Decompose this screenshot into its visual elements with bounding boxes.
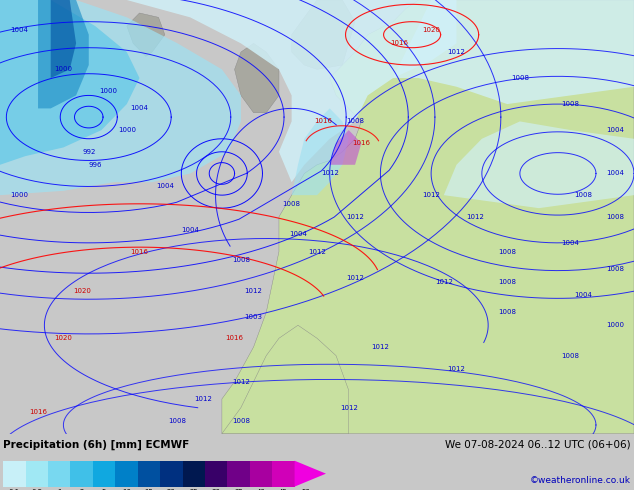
- Text: 15: 15: [145, 489, 153, 490]
- Polygon shape: [222, 325, 349, 434]
- Text: 1008: 1008: [562, 101, 579, 107]
- Text: 1016: 1016: [29, 409, 47, 415]
- Bar: [205, 461, 228, 487]
- Text: 1012: 1012: [435, 279, 453, 285]
- Text: 1012: 1012: [422, 192, 440, 198]
- Text: 992: 992: [82, 149, 96, 155]
- Text: 1008: 1008: [511, 75, 529, 81]
- Polygon shape: [330, 130, 361, 165]
- Text: 1012: 1012: [346, 214, 364, 220]
- Polygon shape: [444, 122, 634, 208]
- Text: 1: 1: [57, 489, 61, 490]
- Text: 1016: 1016: [314, 119, 332, 124]
- Text: 1004: 1004: [131, 105, 148, 111]
- Bar: [183, 461, 205, 487]
- Text: 1008: 1008: [574, 192, 592, 198]
- Text: 1008: 1008: [562, 353, 579, 359]
- Polygon shape: [0, 0, 139, 165]
- Text: 40: 40: [257, 489, 266, 490]
- Text: 1008: 1008: [232, 417, 250, 424]
- Polygon shape: [393, 0, 634, 104]
- Text: 1004: 1004: [562, 240, 579, 246]
- Text: 1012: 1012: [321, 171, 339, 176]
- Text: 1008: 1008: [498, 248, 516, 254]
- Text: 1008: 1008: [169, 417, 186, 424]
- Polygon shape: [292, 0, 355, 70]
- Text: ©weatheronline.co.uk: ©weatheronline.co.uk: [530, 476, 631, 486]
- Bar: [25, 461, 48, 487]
- Bar: [228, 461, 250, 487]
- Text: 1004: 1004: [10, 27, 28, 33]
- Text: 1008: 1008: [346, 119, 364, 124]
- Polygon shape: [38, 0, 89, 108]
- Polygon shape: [222, 0, 634, 434]
- Bar: [272, 461, 295, 487]
- Text: 30: 30: [212, 489, 221, 490]
- Text: 1008: 1008: [232, 257, 250, 263]
- Text: 35: 35: [234, 489, 243, 490]
- Text: 1012: 1012: [245, 288, 262, 294]
- Text: 1004: 1004: [606, 171, 624, 176]
- Text: 1008: 1008: [498, 309, 516, 315]
- Text: 1012: 1012: [308, 248, 326, 254]
- Text: 0.1: 0.1: [9, 489, 20, 490]
- Polygon shape: [292, 108, 349, 195]
- Bar: [160, 461, 183, 487]
- Bar: [93, 461, 115, 487]
- Text: 25: 25: [190, 489, 198, 490]
- Text: 1004: 1004: [574, 292, 592, 298]
- Text: 1016: 1016: [131, 248, 148, 254]
- Text: 1000: 1000: [99, 88, 117, 94]
- Text: 1008: 1008: [606, 214, 624, 220]
- Text: 1020: 1020: [422, 27, 440, 33]
- Text: 1008: 1008: [606, 266, 624, 272]
- Text: We 07-08-2024 06..12 UTC (06+06): We 07-08-2024 06..12 UTC (06+06): [445, 439, 631, 449]
- Text: 1000: 1000: [55, 66, 72, 73]
- Polygon shape: [0, 0, 241, 195]
- Polygon shape: [127, 13, 165, 56]
- Text: 1016: 1016: [391, 40, 408, 47]
- Text: 1016: 1016: [353, 140, 370, 146]
- Text: 1008: 1008: [498, 279, 516, 285]
- Bar: [115, 461, 138, 487]
- Text: 0.5: 0.5: [31, 489, 42, 490]
- Text: 1020: 1020: [74, 288, 91, 294]
- Text: 1004: 1004: [181, 227, 199, 233]
- Bar: [250, 461, 272, 487]
- Text: 50: 50: [301, 489, 310, 490]
- Text: 1012: 1012: [467, 214, 484, 220]
- Text: 1000: 1000: [10, 192, 28, 198]
- Polygon shape: [235, 44, 279, 113]
- Text: 1012: 1012: [448, 366, 465, 371]
- Text: 1004: 1004: [289, 231, 307, 237]
- Text: 1000: 1000: [118, 127, 136, 133]
- Text: 1004: 1004: [606, 127, 624, 133]
- Polygon shape: [51, 0, 76, 78]
- Polygon shape: [295, 461, 326, 487]
- Text: 1004: 1004: [156, 183, 174, 190]
- Text: 1012: 1012: [448, 49, 465, 55]
- Text: 996: 996: [88, 162, 102, 168]
- Text: 1012: 1012: [194, 396, 212, 402]
- Text: 1012: 1012: [232, 379, 250, 385]
- Text: 1012: 1012: [340, 405, 358, 411]
- Bar: [48, 461, 70, 487]
- Bar: [70, 461, 93, 487]
- Text: 2: 2: [79, 489, 84, 490]
- Text: 45: 45: [279, 489, 288, 490]
- Text: 10: 10: [122, 489, 131, 490]
- Text: 1020: 1020: [55, 335, 72, 341]
- Text: 1012: 1012: [372, 344, 389, 350]
- Text: 1000: 1000: [606, 322, 624, 328]
- Bar: [138, 461, 160, 487]
- Text: 20: 20: [167, 489, 176, 490]
- Text: 5: 5: [102, 489, 107, 490]
- Text: 1003: 1003: [245, 314, 262, 319]
- Polygon shape: [0, 0, 456, 217]
- Text: Precipitation (6h) [mm] ECMWF: Precipitation (6h) [mm] ECMWF: [3, 439, 190, 449]
- Bar: [3, 461, 25, 487]
- Text: 1012: 1012: [346, 274, 364, 281]
- Text: 1016: 1016: [226, 335, 243, 341]
- Text: 1008: 1008: [283, 201, 301, 207]
